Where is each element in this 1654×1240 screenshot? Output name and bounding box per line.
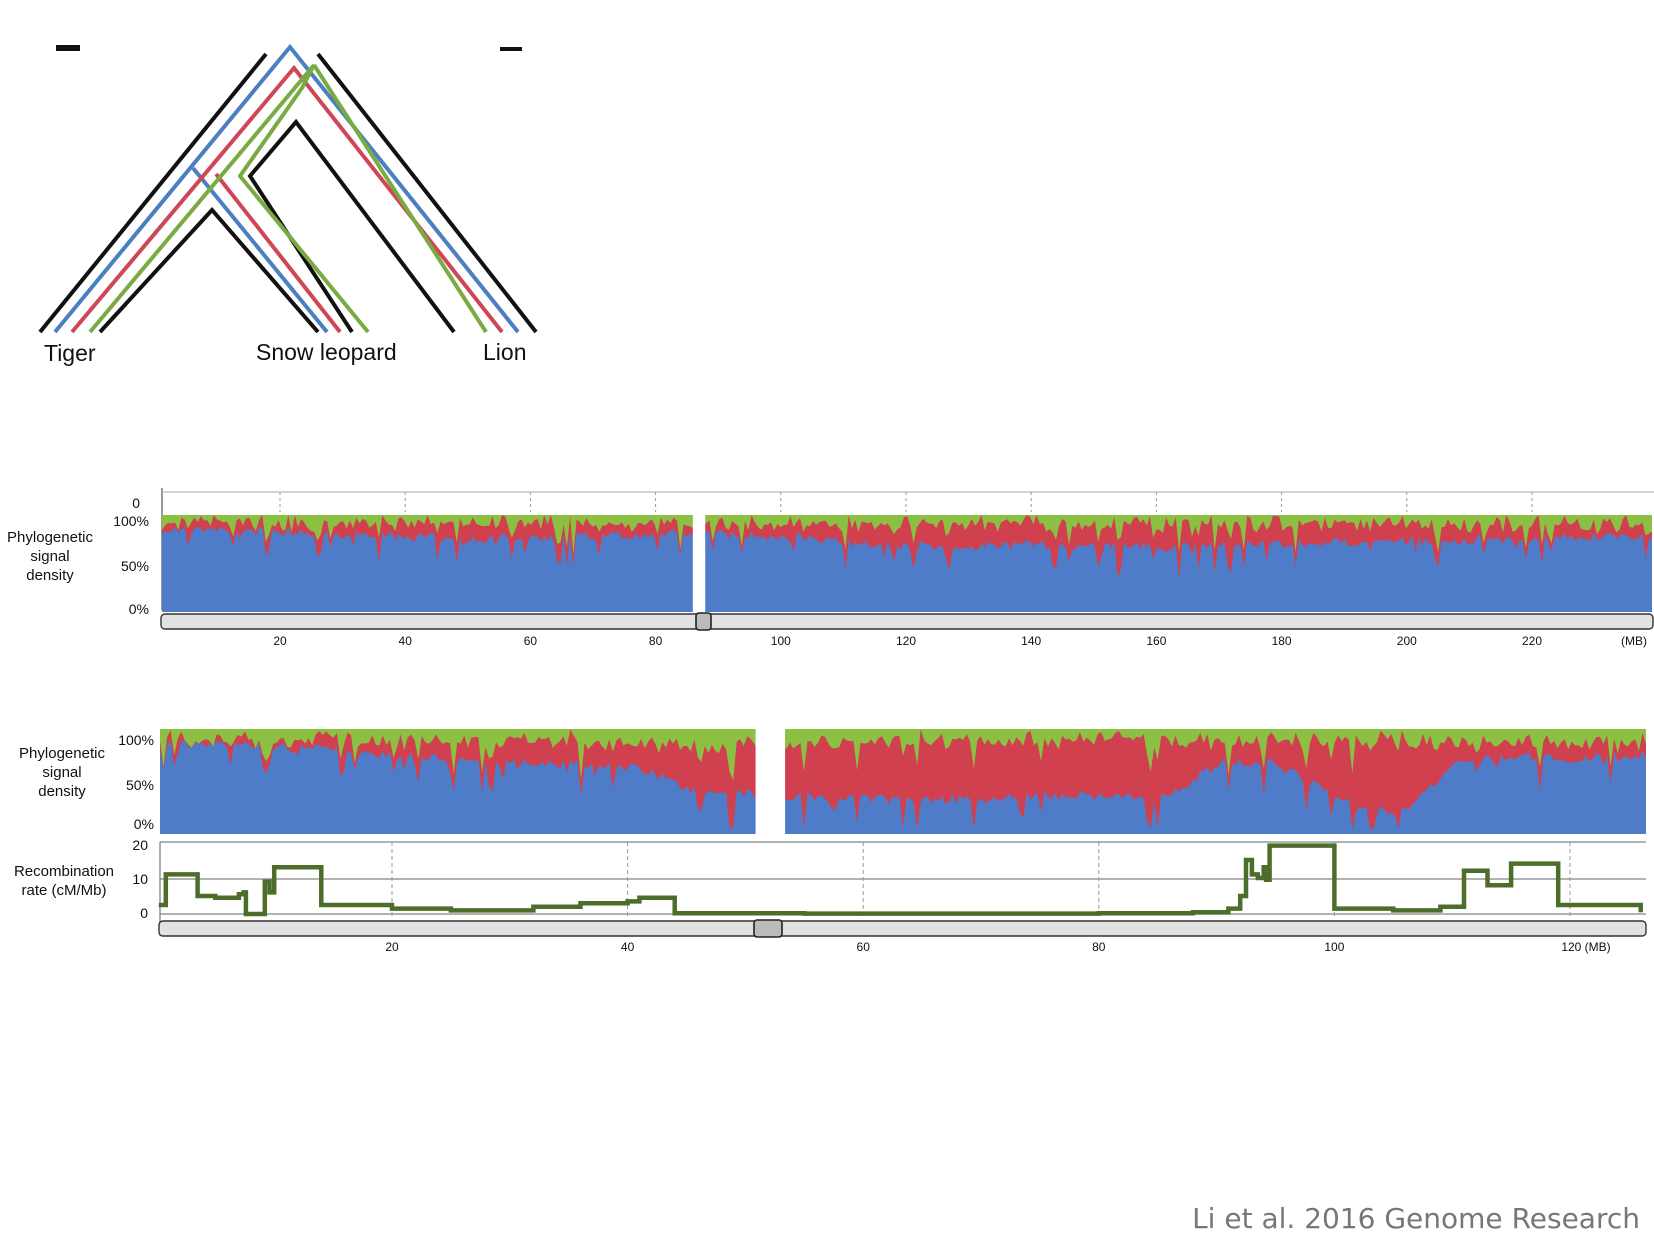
rec-ylabel: Recombination rate (cM/Mb): [8, 862, 120, 900]
tree-outline-right: [316, 52, 538, 334]
phylogenetic-tree: [38, 43, 538, 334]
density-gap: [755, 728, 786, 835]
density-blue-layer: [162, 526, 1652, 612]
top-xtick-label: 200: [1397, 634, 1417, 648]
top-ylabel-line3: density: [26, 567, 74, 584]
bottom-panel: 20 40 60 80 100 120 (MB): [158, 728, 1647, 954]
rec-ylabel-line2: rate (cM/Mb): [21, 882, 107, 899]
top-tick-0-marker: 0: [132, 495, 140, 511]
rec-ytick-10: 10: [132, 871, 148, 887]
top-ytick-0: 0%: [128, 601, 149, 617]
bottom-ytick-0: 0%: [133, 816, 154, 832]
gene-tree-green-right: [312, 63, 488, 334]
top-xunit-label: (MB): [1621, 634, 1647, 648]
gene-tree-red: [70, 64, 504, 334]
gene-tree-red-inner: [214, 172, 342, 334]
top-xtick-label: 80: [649, 634, 663, 648]
top-ytick-50: 50%: [120, 558, 149, 574]
bottom-xticks: 20 40 60 80 100 120 (MB): [385, 940, 1610, 954]
top-ylabel-line1: Phylogenetic: [7, 529, 93, 546]
bottom-ylabel-line3: density: [38, 783, 86, 800]
bottom-xtick-label: 80: [1092, 940, 1106, 954]
top-centromere: [695, 612, 712, 631]
bottom-ytick-50: 50%: [125, 777, 154, 793]
top-panel: 20 40 60 80 100 120 140 160 180 200 220 (MB): [160, 488, 1654, 648]
top-ylabel: Phylogenetic signal density: [2, 528, 98, 585]
gene-tree-blue: [53, 43, 520, 334]
density-blue-layer: [160, 740, 1646, 834]
bottom-centromere: [753, 919, 783, 938]
citation: Li et al. 2016 Genome Research: [1192, 1202, 1640, 1235]
bottom-xtick-label: 100: [1324, 940, 1344, 954]
bottom-xtick-label: 60: [857, 940, 871, 954]
bottom-xtick-label: 20: [385, 940, 399, 954]
rec-ytick-20: 20: [132, 837, 148, 853]
bottom-xtick-label: 40: [621, 940, 635, 954]
top-xtick-label: 60: [524, 634, 538, 648]
bottom-ylabel-line2: signal: [42, 764, 82, 781]
gene-tree-blue-inner: [191, 166, 329, 334]
density-gap: [692, 514, 706, 613]
rec-ylabel-line1: Recombination: [13, 863, 115, 880]
taxon-label-snow-leopard: Snow leopard: [256, 339, 397, 365]
bottom-chromosome-bar: [158, 920, 1647, 937]
bottom-ylabel-line1: Phylogenetic: [19, 745, 105, 762]
recombination-rate-line: [158, 843, 1643, 917]
taxon-label-tiger: Tiger: [44, 340, 96, 366]
top-xtick-label: 220: [1522, 634, 1542, 648]
top-xtick-label: 180: [1272, 634, 1292, 648]
top-ytick-100: 100%: [113, 513, 149, 529]
top-ylabel-line2: signal: [30, 548, 70, 565]
top-xticks: 20 40 60 80 100 120 140 160 180 200 220 (MB): [273, 634, 1647, 648]
top-chromosome-bar: [160, 613, 1654, 630]
gene-tree-green: [88, 63, 370, 334]
top-density-area: [162, 514, 1652, 613]
top-xtick-label: 40: [399, 634, 413, 648]
taxon-label-lion: Lion: [483, 339, 527, 365]
top-xtick-label: 120: [896, 634, 916, 648]
panel-letter-a-fragment: [56, 45, 80, 51]
bottom-ylabel: Phylogenetic signal density: [10, 744, 114, 801]
panel-letter-b-fragment: [500, 47, 522, 51]
tree-outline-inner-right: [247, 118, 456, 334]
top-xtick-label: 140: [1021, 634, 1041, 648]
bottom-density-area: [160, 728, 1646, 835]
bottom-xtick-label: 120 (MB): [1561, 940, 1610, 954]
top-xtick-label: 100: [771, 634, 791, 648]
tree-outline-left: [38, 52, 268, 334]
bottom-ytick-100: 100%: [118, 732, 154, 748]
rec-ytick-0: 0: [140, 905, 148, 921]
top-gridlines: [279, 492, 1533, 512]
top-xtick-label: 160: [1146, 634, 1166, 648]
top-xtick-label: 20: [273, 634, 287, 648]
tree-outline-inner-left: [98, 206, 320, 334]
